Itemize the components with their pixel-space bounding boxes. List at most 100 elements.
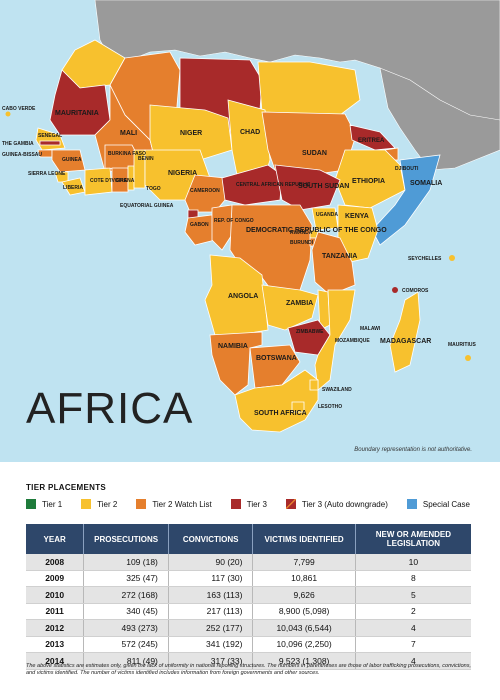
country-shape-eritrea xyxy=(349,124,396,151)
statistics-table: YEAR PROSECUTIONS CONVICTIONS VICTIMS ID… xyxy=(26,524,471,670)
table-row: 2013 572 (245) 341 (192) 10,096 (2,250) … xyxy=(26,636,471,653)
country-shape-gambia xyxy=(39,140,61,146)
label-eq-guinea: EQUATORIAL GUINEA xyxy=(120,203,174,209)
country-shape-sudan xyxy=(261,111,357,176)
legend-label: Tier 3 (Auto downgrade) xyxy=(301,499,388,509)
cell-legislation: 7 xyxy=(355,636,471,653)
legend-item-tier3: Tier 3 xyxy=(230,499,267,509)
cell-convictions: 163 (113) xyxy=(168,586,254,604)
table-row: 2014 811 (49) 317 (33) 9,523 (1,308) 4 xyxy=(26,652,471,670)
africa-map: CABO VERDE MAURITANIA MALI NIGER CHAD SU… xyxy=(0,0,500,462)
cell-victims: 10,096 (2,250) xyxy=(252,636,356,653)
label-djibouti: DJIBOUTI xyxy=(395,166,419,172)
country-shape-benin xyxy=(133,149,146,189)
cell-legislation: 8 xyxy=(355,570,471,587)
table-row: 2009 325 (47) 117 (30) 10,861 8 xyxy=(26,570,471,587)
label-guinea-bissau: GUINEA-BISSAU xyxy=(2,152,42,158)
header-prosecutions: PROSECUTIONS xyxy=(83,524,169,554)
label-gambia: THE GAMBIA xyxy=(2,141,34,147)
country-shape-somalia xyxy=(371,154,441,246)
legend-item-tier2-watch: Tier 2 Watch List xyxy=(136,499,212,509)
table-header-row: YEAR PROSECUTIONS CONVICTIONS VICTIMS ID… xyxy=(26,524,471,554)
label-angola: ANGOLA xyxy=(228,293,258,300)
legend-swatch-tier2 xyxy=(81,499,92,509)
cell-year: 2012 xyxy=(26,619,85,637)
label-south-sudan: SOUTH SUDAN xyxy=(298,183,349,190)
cell-victims: 10,043 (6,544) xyxy=(252,619,356,637)
country-shape-ghana xyxy=(111,167,129,193)
cell-legislation: 10 xyxy=(355,554,471,571)
label-comoros: COMOROS xyxy=(402,288,429,294)
cell-prosecutions: 811 (49) xyxy=(83,652,169,670)
label-mali: MALI xyxy=(120,130,137,137)
header-legislation: NEW OR AMENDED LEGISLATION xyxy=(355,524,471,554)
label-ethiopia: ETHIOPIA xyxy=(352,178,385,185)
header-year: YEAR xyxy=(26,524,85,554)
label-nigeria: NIGERIA xyxy=(168,170,197,177)
table-row: 2010 272 (168) 163 (113) 9,626 5 xyxy=(26,586,471,604)
island-comoros xyxy=(392,287,398,293)
country-shape-south-sudan xyxy=(274,164,341,211)
cell-convictions: 117 (30) xyxy=(168,570,254,587)
cell-legislation: 4 xyxy=(355,619,471,637)
cell-victims: 8,900 (5,098) xyxy=(252,603,356,620)
legend-swatch-tier3 xyxy=(230,499,241,509)
landmass-arabia xyxy=(379,67,500,171)
label-niger: NIGER xyxy=(180,130,202,137)
label-zambia: ZAMBIA xyxy=(286,300,313,307)
label-drc: DEMOCRATIC REPUBLIC OF THE CONGO xyxy=(246,227,387,234)
cell-year: 2008 xyxy=(26,554,85,571)
country-shape-madagascar xyxy=(389,291,421,373)
label-somalia: SOMALIA xyxy=(410,180,442,187)
country-shape-togo xyxy=(127,165,135,191)
label-liberia: LIBERIA xyxy=(63,185,83,191)
cell-year: 2011 xyxy=(26,603,85,620)
label-lesotho: LESOTHO xyxy=(318,404,342,410)
label-kenya: KENYA xyxy=(345,213,369,220)
country-shape-lesotho xyxy=(291,401,305,413)
map-canvas: CABO VERDE MAURITANIA MALI NIGER CHAD SU… xyxy=(2,0,500,433)
label-chad: CHAD xyxy=(240,129,260,136)
cell-prosecutions: 272 (168) xyxy=(83,586,169,604)
cell-prosecutions: 109 (18) xyxy=(83,554,169,571)
header-convictions: CONVICTIONS xyxy=(168,524,254,554)
legend-item-tier3-auto: Tier 3 (Auto downgrade) xyxy=(285,499,388,509)
cell-victims: 9,523 (1,308) xyxy=(252,652,356,670)
legend-label: Tier 2 xyxy=(97,499,118,509)
label-seychelles: SEYCHELLES xyxy=(408,256,442,262)
legend-title: TIER PLACEMENTS xyxy=(26,483,107,492)
label-namibia: NAMIBIA xyxy=(218,343,248,350)
cell-year: 2013 xyxy=(26,636,85,653)
label-south-africa: SOUTH AFRICA xyxy=(254,410,307,417)
legend-label: Special Case xyxy=(422,499,470,509)
country-shape-egypt xyxy=(257,61,361,116)
legend-label: Tier 3 xyxy=(246,499,267,509)
region-title: AFRICA xyxy=(26,384,194,433)
label-malawi: MALAWI xyxy=(360,326,381,332)
cell-year: 2010 xyxy=(26,586,85,604)
table-row: 2008 109 (18) 90 (20) 7,799 10 xyxy=(26,554,471,571)
country-shape-swaziland xyxy=(309,379,319,391)
legend-swatch-tier3-auto xyxy=(285,499,296,509)
cell-legislation: 5 xyxy=(355,586,471,604)
country-shape-south-africa xyxy=(234,369,319,433)
cell-convictions: 341 (192) xyxy=(168,636,254,653)
legend-label: Tier 1 xyxy=(42,499,63,509)
country-shape-zambia xyxy=(261,284,319,331)
island-seychelles xyxy=(449,255,455,261)
country-shape-guinea xyxy=(51,149,86,173)
label-senegal: SENEGAL xyxy=(38,133,62,139)
legend-item-tier2: Tier 2 xyxy=(81,499,117,509)
legend-item-tier1: Tier 1 xyxy=(26,499,62,509)
label-sudan: SUDAN xyxy=(302,150,327,157)
cell-convictions: 90 (20) xyxy=(168,554,254,571)
header-victims-identified: VICTIMS IDENTIFIED xyxy=(252,524,356,554)
label-rep-congo: REP. OF CONGO xyxy=(214,218,254,224)
legend-label: Tier 2 Watch List xyxy=(152,499,212,509)
label-zimbabwe: ZIMBABWE xyxy=(296,329,324,335)
cell-prosecutions: 493 (273) xyxy=(83,619,169,637)
cell-year: 2009 xyxy=(26,570,85,587)
island-cabo-verde xyxy=(5,111,11,117)
table-row: 2012 493 (273) 252 (177) 10,043 (6,544) … xyxy=(26,619,471,637)
label-burundi: BURUNDI xyxy=(290,240,314,246)
